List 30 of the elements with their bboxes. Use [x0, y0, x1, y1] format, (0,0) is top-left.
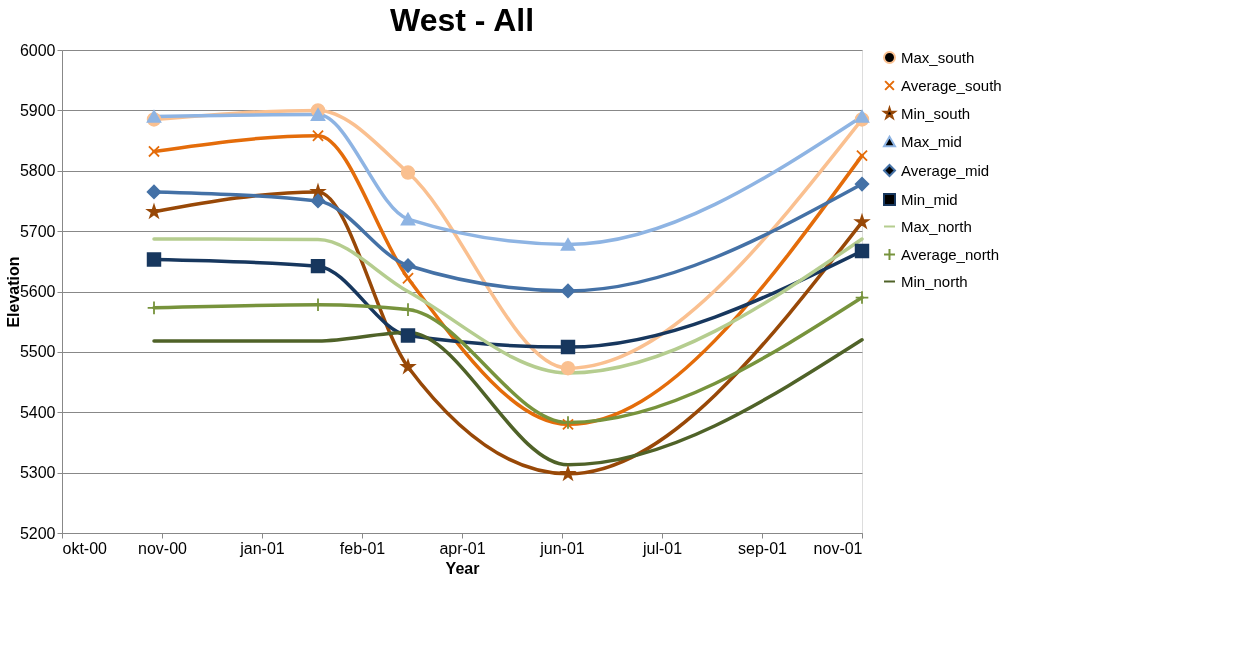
y-tick-label: 5500: [19, 343, 56, 361]
legend-label: Min_mid: [901, 190, 958, 208]
x-tick-label: nov-00: [138, 539, 188, 557]
x-axis-title: Year: [445, 559, 480, 577]
y-tick-label: 5900: [19, 101, 56, 119]
y-tick-label: 5600: [19, 283, 56, 300]
legend-label: Max_north: [901, 217, 972, 235]
y-tick-label: 6000: [19, 41, 56, 59]
x-tick-label: jun-01: [539, 539, 585, 557]
legend-label: Average_south: [901, 76, 1002, 94]
legend-label: Average_mid: [901, 161, 990, 179]
x-tick-label: feb-01: [339, 539, 386, 557]
legend-label: Max_south: [901, 48, 975, 66]
legend-label: Max_mid: [901, 132, 962, 150]
x-tick-label: sep-01: [738, 539, 788, 557]
legend-label: Min_north: [901, 272, 968, 290]
y-tick-label: 5300: [19, 464, 56, 482]
x-tick-label: apr-01: [439, 539, 486, 557]
y-axis-title: Elevation: [4, 256, 22, 328]
chart-title: West - All: [389, 2, 535, 38]
x-tick-label: jul-01: [641, 539, 683, 557]
legend-label: Min_south: [901, 104, 971, 122]
x-tick-label: jan-01: [239, 539, 285, 557]
y-tick-label: 5200: [19, 524, 56, 542]
x-tick-label: nov-01: [813, 539, 863, 557]
legend-label: Average_north: [901, 245, 1000, 263]
y-tick-label: 5400: [19, 403, 56, 421]
y-tick-label: 5700: [19, 222, 56, 240]
x-tick-label: okt-00: [62, 539, 108, 557]
y-tick-label: 5800: [19, 162, 56, 180]
